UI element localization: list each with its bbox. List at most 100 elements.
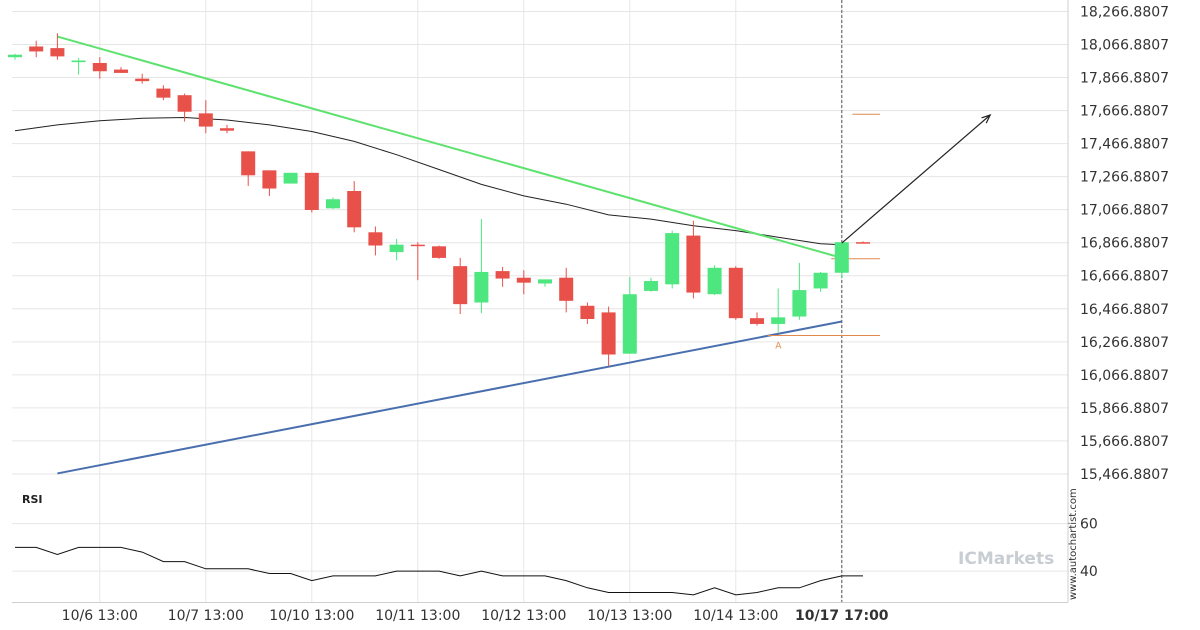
time-axis: 10/6 13:00 10/7 13:00 10/10 13:00 10/11 13:… (62, 608, 889, 624)
candle (135, 73, 150, 84)
price-tick-label: 17,066.8807 (1080, 203, 1169, 219)
support-trendline (57, 320, 842, 475)
candle (304, 172, 319, 213)
price-tick-label: 15,466.8807 (1080, 467, 1169, 483)
candle-body (177, 95, 192, 112)
candle (50, 33, 65, 60)
candle-body (156, 88, 171, 98)
candle (410, 242, 425, 281)
candle-body (92, 62, 107, 72)
candle (474, 219, 489, 314)
candle (580, 302, 595, 324)
price-tick-label: 17,666.8807 (1080, 104, 1169, 120)
candle-body (728, 267, 743, 319)
candle (453, 257, 468, 315)
candle-body (389, 244, 404, 253)
projection-arrowhead (981, 114, 992, 124)
price-tick-label: 15,866.8807 (1080, 401, 1169, 417)
candle-body (538, 279, 552, 284)
candle (368, 226, 383, 256)
price-axis: 18,266.8807 18,066.8807 17,866.8807 17,666.… (1080, 4, 1169, 482)
price-tick-label: 16,866.8807 (1080, 236, 1169, 252)
time-tick-label: 10/10 13:00 (269, 608, 354, 624)
candle-body (601, 312, 616, 355)
candle (177, 93, 192, 122)
candle-body (792, 290, 807, 317)
candle-body (686, 235, 701, 293)
candle (389, 238, 404, 261)
candle-body (71, 60, 86, 63)
candle-body (50, 48, 65, 57)
rsi-tick-label: 60 (1080, 517, 1098, 533)
time-tick-label: 10/13 13:00 (587, 608, 672, 624)
price-tick-label: 18,266.8807 (1080, 4, 1169, 20)
candle-body (707, 267, 722, 295)
candle-body (283, 172, 298, 184)
price-tick-label: 17,866.8807 (1080, 71, 1169, 87)
candle (686, 220, 701, 299)
candle-body (220, 128, 234, 131)
price-tick-label: 16,066.8807 (1080, 368, 1169, 384)
candle-body (114, 69, 128, 73)
time-tick-label: 10/6 13:00 (62, 608, 138, 624)
candle (644, 277, 658, 292)
candle-body (453, 266, 468, 305)
candle-body (347, 190, 362, 228)
candle-body (326, 199, 340, 209)
candle (856, 241, 870, 244)
price-tick-label: 16,466.8807 (1080, 302, 1169, 318)
candle (347, 181, 362, 233)
candle-body (410, 244, 425, 247)
rsi-line (15, 546, 863, 596)
candle (198, 100, 213, 134)
candle-body (622, 294, 637, 354)
candle (750, 312, 764, 326)
candle-body (665, 233, 680, 285)
candle (728, 266, 743, 320)
rsi-tick-label: 40 (1080, 564, 1098, 580)
candlesticks (8, 33, 870, 367)
candle-body (29, 46, 44, 52)
candle-body (368, 232, 383, 246)
moving-average-line (14, 116, 842, 246)
projection-line (841, 114, 991, 244)
time-tick-label: 10/7 13:00 (168, 608, 244, 624)
price-tick-label: 15,666.8807 (1080, 434, 1169, 450)
watermark-prefix: IC (958, 549, 977, 569)
candle (834, 242, 849, 278)
candle (71, 58, 86, 75)
candle (559, 267, 574, 313)
candle-body (559, 277, 574, 301)
candle-body (813, 272, 828, 289)
price-tick-label: 18,066.8807 (1080, 38, 1169, 54)
candle (220, 124, 234, 134)
candle-body (8, 54, 22, 58)
candle-body (856, 242, 870, 244)
candle (771, 288, 786, 333)
resistance-trendline (57, 35, 843, 259)
candle (792, 262, 807, 320)
candle (8, 53, 22, 60)
candle-body (495, 271, 510, 279)
time-tick-label: 10/17 17:00 (795, 608, 889, 624)
candle-body (474, 271, 489, 303)
trend-lines (57, 35, 843, 475)
candle-body (771, 317, 786, 324)
candle-body (750, 318, 764, 324)
rsi-panel: RSI 60 40 (15, 493, 1098, 596)
candle-body (644, 281, 658, 291)
watermark: ICMarkets (958, 549, 1054, 569)
candle-body (834, 242, 849, 273)
candle (538, 279, 552, 287)
candle (516, 270, 531, 295)
projection-arrow (841, 114, 992, 244)
credit-text: www.autochartist.com (1068, 488, 1079, 600)
price-tick-label: 17,266.8807 (1080, 170, 1169, 186)
candle (707, 265, 722, 296)
candle (283, 172, 298, 184)
candle-body (580, 305, 595, 320)
candle-body (198, 113, 213, 127)
candle (326, 197, 340, 210)
candle (92, 57, 107, 79)
